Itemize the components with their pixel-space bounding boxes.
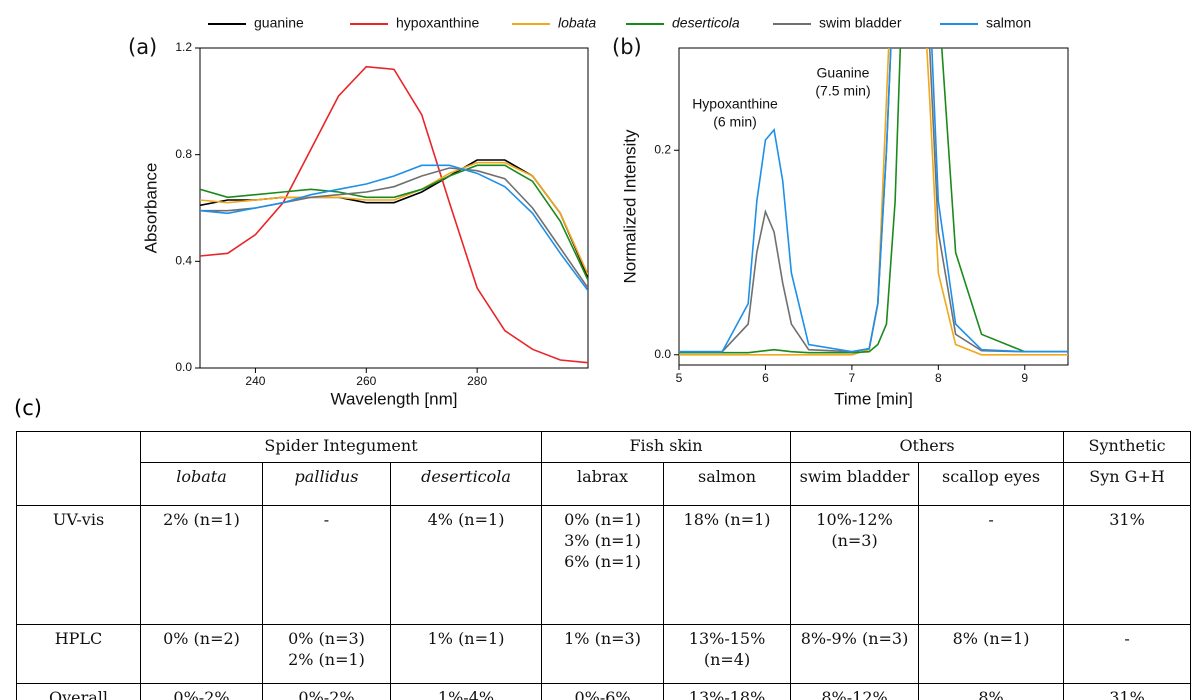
y-axis-title: Normalized Intensity: [620, 129, 639, 284]
column-header: scallop eyes: [918, 462, 1065, 506]
column-header: deserticola: [389, 462, 543, 506]
data-cell: 10%-12% (n=3): [790, 505, 920, 625]
series-line: [679, 48, 1068, 353]
legend-label: guanine: [254, 15, 304, 31]
plot-frame: [678, 47, 1069, 366]
x-tick-label: 8: [935, 371, 942, 385]
annotation: (6 min): [713, 114, 757, 130]
row-header: HPLC: [16, 624, 141, 684]
data-row: HPLC 0% (n=2) 0% (n=3) 2% (n=1) 1% (n=1) 1% …: [16, 624, 1192, 684]
row-header: UV-vis: [16, 505, 141, 625]
plot-lines: [200, 65, 588, 364]
annotation: (7.5 min): [815, 83, 870, 99]
plot-frame: [199, 47, 589, 369]
legend-label: swim bladder: [819, 15, 902, 31]
data-cell: 18% (n=1): [663, 505, 792, 625]
group-header: Spider Integument: [139, 431, 543, 463]
annotation: Guanine: [817, 65, 870, 81]
column-header: salmon: [663, 462, 792, 506]
corner-cell: [16, 431, 141, 506]
data-cell: 8%: [918, 683, 1065, 700]
charts: guanine hypoxanthine lobata deserticola swim…: [128, 15, 1069, 408]
data-cell: 2% (n=1): [140, 505, 263, 625]
y-tick-label: 1.2: [175, 40, 192, 54]
x-tick-label: 5: [676, 371, 683, 385]
data-cell: 31%: [1063, 505, 1192, 625]
panel-label: (b): [612, 35, 642, 59]
legend-label: deserticola: [672, 15, 740, 31]
column-header: Syn G+H: [1063, 462, 1192, 506]
series-line: [679, 48, 1068, 353]
data-cell: 31%: [1063, 683, 1192, 700]
x-tick-label: 240: [245, 374, 265, 388]
y-tick-label: 0.2: [654, 142, 671, 156]
data-cell: 8%-9% (n=3): [790, 624, 920, 684]
data-cell: 0%-6%: [541, 683, 665, 700]
data-row: Overall 0%-2% 0%-2% 1%-4% 0%-6% 13%-18% 8%-12%…: [16, 683, 1192, 700]
series-line: [200, 161, 588, 275]
legend-label: salmon: [986, 15, 1031, 31]
results-table: Spider Integument Fish skin Others Syntheti…: [16, 431, 1192, 700]
x-tick-label: 280: [467, 374, 487, 388]
series-line: [200, 164, 588, 292]
column-header: labrax: [541, 462, 665, 506]
x-axis-title: Wavelength [nm]: [331, 389, 458, 408]
y-tick-label: 0.0: [654, 347, 671, 361]
data-cell: 0%-2%: [262, 683, 391, 700]
y-tick-label: 0.8: [175, 147, 192, 161]
y-tick-label: 0.0: [175, 360, 192, 374]
plot-lines: [679, 48, 1068, 356]
column-header: lobata: [140, 462, 263, 506]
data-cell: -: [918, 505, 1065, 625]
data-cell: 13%-15% (n=4): [663, 624, 792, 684]
data-cell: 0% (n=1) 3% (n=1) 6% (n=1): [541, 505, 665, 625]
legend-label: hypoxanthine: [396, 15, 480, 31]
x-axis-title: Time [min]: [834, 389, 913, 408]
series-line: [200, 65, 588, 364]
x-tick-label: 260: [356, 374, 376, 388]
y-axis-title: Absorbance: [141, 163, 160, 254]
data-cell: 8% (n=1): [918, 624, 1065, 684]
group-header: Others: [790, 431, 1065, 463]
panel-label: (a): [128, 35, 157, 59]
series-line: [200, 164, 588, 281]
data-cell: 0% (n=2): [140, 624, 263, 684]
y-tick-label: 0.4: [175, 254, 192, 268]
series-line: [200, 167, 588, 289]
data-row: UV-vis 2% (n=1) -4% (n=1) 0% (n=1) 3% (n=1)…: [16, 505, 1192, 625]
data-cell: 1% (n=3): [541, 624, 665, 684]
group-row: Spider Integument Fish skin Others Syntheti…: [16, 431, 1192, 506]
series-line: [679, 48, 1068, 356]
group-header: Synthetic: [1063, 431, 1192, 463]
x-tick-label: 9: [1021, 371, 1028, 385]
data-cell: 0% (n=3) 2% (n=1): [262, 624, 391, 684]
data-cell: 1% (n=1): [389, 624, 543, 684]
data-cell: 8%-12%: [790, 683, 920, 700]
column-row: lobata pallidus deserticola labrax salmon swi…: [17, 462, 1192, 506]
data-cell: 4% (n=1): [389, 505, 543, 625]
series-line: [679, 48, 1068, 354]
annotation: Hypoxanthine: [692, 96, 778, 112]
table-body: Spider Integument Fish skin Others Syntheti…: [16, 431, 1192, 700]
series-line: [200, 159, 588, 278]
column-header: pallidus: [262, 462, 391, 506]
data-cell: 13%-18%: [663, 683, 792, 700]
data-cell: 0%-2%: [140, 683, 263, 700]
data-cell: 1%-4%: [389, 683, 543, 700]
x-tick-label: 6: [762, 371, 769, 385]
column-header: swim bladder: [790, 462, 920, 506]
row-header: Overall: [16, 683, 141, 700]
data-cell: -: [262, 505, 391, 625]
x-tick-label: 7: [849, 371, 856, 385]
legend-label: lobata: [558, 15, 596, 31]
panel-label: (c): [14, 396, 42, 420]
group-header: Fish skin: [541, 431, 792, 463]
data-cell: -: [1063, 624, 1192, 684]
